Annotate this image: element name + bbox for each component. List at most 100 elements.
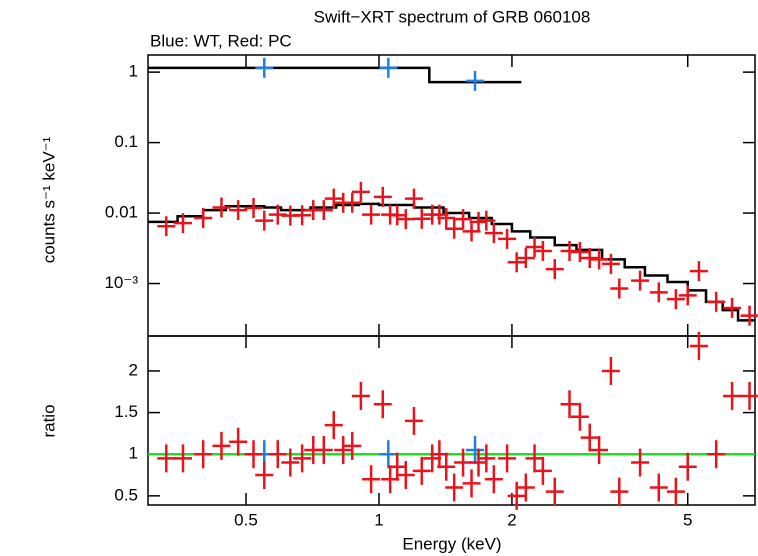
data-point: [516, 248, 535, 269]
data-point: [631, 448, 650, 477]
data-point: [666, 289, 685, 310]
x-tick-label: 0.5: [234, 510, 258, 529]
data-point: [678, 452, 697, 481]
data-point: [362, 465, 381, 494]
data-point: [649, 473, 668, 502]
data-point: [740, 305, 758, 326]
data-point: [281, 448, 300, 477]
data-point: [507, 252, 526, 273]
data-point: [173, 444, 192, 473]
data-point: [173, 213, 192, 234]
data-point: [244, 197, 263, 218]
chart-title: Swift−XRT spectrum of GRB 060108: [314, 7, 591, 26]
y-tick-label: 0.1: [114, 132, 138, 151]
model-step: [148, 202, 755, 322]
data-point: [255, 461, 274, 490]
data-point: [610, 278, 629, 299]
y-tick-label: 1: [129, 444, 138, 463]
data-point: [649, 282, 668, 303]
data-point: [229, 427, 248, 456]
data-point: [293, 205, 312, 226]
data-point: [373, 390, 392, 419]
data-point: [255, 210, 274, 231]
data-point: [466, 436, 485, 465]
data-point: [412, 456, 431, 485]
x-axis-title: Energy (keV): [402, 534, 501, 553]
data-point: [373, 186, 392, 207]
data-point: [466, 70, 485, 91]
data-point: [437, 452, 456, 481]
data-point: [255, 57, 274, 78]
data-point: [212, 197, 231, 218]
data-point: [477, 444, 496, 473]
data-point: [362, 204, 381, 225]
x-tick-label: 2: [507, 510, 516, 529]
data-point: [244, 440, 263, 469]
data-point: [590, 249, 609, 270]
data-point: [484, 465, 503, 494]
data-point: [404, 406, 423, 435]
data-point: [157, 444, 176, 473]
y-tick-label: 0.01: [105, 203, 138, 222]
data-point: [525, 236, 544, 257]
data-point: [484, 223, 503, 244]
data-point: [229, 200, 248, 221]
data-point: [525, 444, 544, 473]
y-tick-label: 1.5: [114, 402, 138, 421]
data-point: [454, 448, 473, 477]
data-point: [570, 242, 589, 263]
data-point: [388, 205, 407, 226]
x-tick-label: 5: [683, 510, 692, 529]
data-point: [324, 188, 343, 209]
top-frame: [147, 54, 756, 337]
data-point: [498, 444, 517, 473]
data-point: [723, 381, 742, 410]
data-point: [707, 291, 726, 312]
data-point: [570, 402, 589, 431]
bottom-frame: [147, 335, 756, 506]
data-point: [469, 448, 488, 477]
data-point: [343, 192, 362, 213]
y-tick-label: 2: [129, 360, 138, 379]
data-point: [343, 431, 362, 460]
data-point: [740, 381, 758, 410]
data-point: [545, 477, 564, 506]
data-point: [194, 208, 213, 229]
data-point: [477, 210, 496, 231]
y-axis-title: counts s⁻¹ keV⁻¹: [39, 136, 58, 263]
data-point: [437, 208, 456, 229]
data-point: [533, 456, 552, 485]
data-point: [412, 208, 431, 229]
data-point: [560, 390, 579, 419]
data-point: [610, 477, 629, 506]
data-point: [507, 481, 526, 510]
data-point: [689, 261, 708, 282]
data-point: [314, 436, 333, 465]
data-point: [324, 411, 343, 440]
y-tick-label: 0.5: [114, 485, 138, 504]
y-tick-label: 10⁻³: [104, 273, 138, 292]
data-point: [396, 209, 415, 230]
data-point: [454, 209, 473, 230]
data-point: [445, 218, 464, 239]
data-point: [545, 259, 564, 280]
data-point: [498, 228, 517, 249]
data-point: [689, 331, 708, 360]
data-point: [351, 181, 370, 202]
x-tick-label: 1: [374, 510, 383, 529]
data-point: [533, 240, 552, 261]
data-point: [631, 270, 650, 291]
data-point: [212, 431, 231, 460]
data-point: [404, 188, 423, 209]
data-point: [293, 444, 312, 473]
data-point: [314, 200, 333, 221]
data-point: [462, 469, 481, 498]
data-point: [723, 297, 742, 318]
data-point: [666, 477, 685, 506]
data-point: [678, 285, 697, 306]
data-point: [516, 473, 535, 502]
data-point: [379, 57, 398, 78]
data-point: [334, 436, 353, 465]
data-point: [379, 440, 398, 469]
